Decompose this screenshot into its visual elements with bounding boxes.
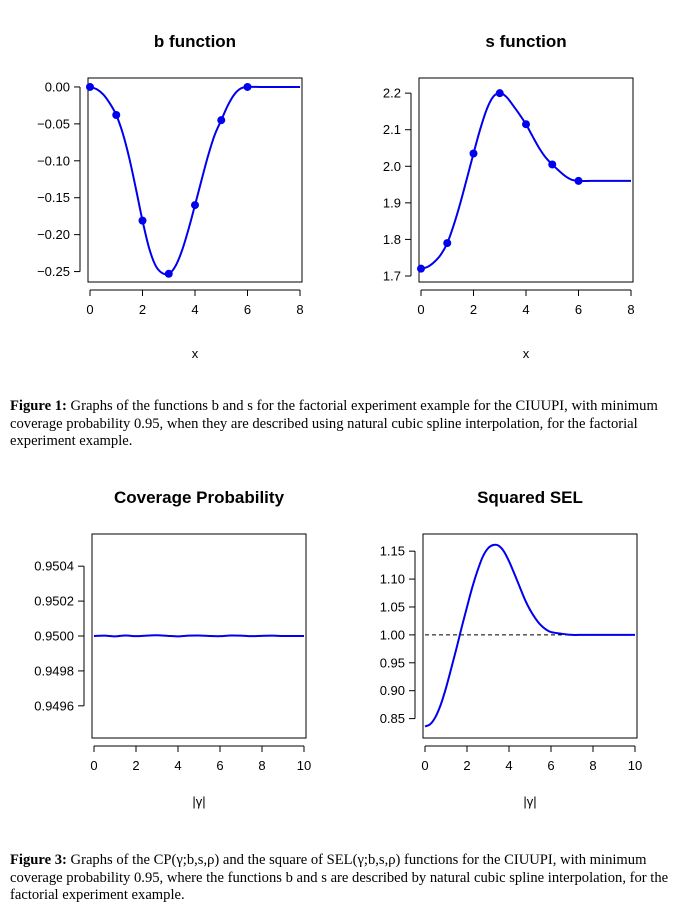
data-point (138, 216, 147, 225)
y-axis: 0.9496 0.9498 0.9500 0.9502 0.9504 (34, 559, 85, 713)
y-tick-label: 1.8 (383, 232, 401, 247)
y-tick-label: 1.00 (380, 627, 405, 642)
chart-title: Coverage Probability (114, 488, 285, 507)
data-point (522, 120, 530, 129)
y-tick-label: −0.15 (37, 190, 70, 205)
figure-3-caption: Figure 3: Graphs of the CP(γ;b,s,ρ) and … (10, 852, 680, 905)
y-tick-label: 2.0 (383, 159, 401, 174)
y-tick-label: −0.20 (37, 227, 70, 242)
x-tick-label: 6 (575, 302, 582, 317)
chart-title: Squared SEL (477, 488, 583, 507)
squared-sel-curve (424, 543, 635, 728)
data-point (243, 82, 252, 91)
data-point (548, 160, 557, 169)
y-axis: 0.00 −0.05 −0.10 −0.15 −0.20 −0.25 (37, 79, 81, 279)
squared-sel-panel: Squared SEL 0.85 0.90 0.95 1.00 1.05 1.10 1.15… (380, 488, 643, 809)
y-axis: 1.7 1.8 1.9 2.0 2.1 2.2 (383, 86, 412, 284)
x-tick-label: 6 (244, 302, 251, 317)
x-tick-label: 10 (297, 758, 311, 773)
caption-text: Graphs of the functions b and s for the … (10, 398, 658, 449)
y-tick-label: 0.9500 (34, 629, 74, 644)
x-tick-label: 4 (505, 758, 512, 773)
x-tick-label: 6 (216, 758, 223, 773)
x-tick-label: 4 (522, 302, 529, 317)
x-tick-label: 0 (421, 758, 428, 773)
y-axis: 0.85 0.90 0.95 1.00 1.05 1.10 1.15 (380, 544, 416, 726)
y-tick-label: 0.85 (380, 711, 405, 726)
y-tick-label: 0.90 (380, 683, 405, 698)
x-axis: 0 2 4 6 8 10 (421, 745, 642, 773)
y-tick-label: 0.9502 (34, 594, 74, 609)
data-point (164, 269, 173, 278)
y-tick-label: 2.1 (383, 122, 401, 137)
y-tick-label: 2.2 (383, 86, 401, 101)
x-tick-label: 8 (258, 758, 265, 773)
x-axis: 0 2 4 6 8 (86, 289, 304, 317)
b-curve (89, 85, 300, 276)
x-axis-label: |γ| (523, 794, 536, 809)
knot-points (417, 89, 583, 273)
chart-title: b function (154, 32, 236, 51)
x-axis-label: |γ| (192, 794, 205, 809)
y-tick-label: 1.05 (380, 599, 405, 614)
data-point (574, 176, 583, 185)
caption-label: Figure 1: (10, 398, 67, 414)
x-tick-label: 2 (132, 758, 139, 773)
plot-frame (91, 533, 307, 739)
data-point (495, 89, 504, 98)
coverage-probability-panel: Coverage Probability 0.94960.94980.95000… (34, 488, 311, 809)
y-tick-label: −0.05 (37, 116, 70, 131)
caption-text: Graphs of the CP(γ;b,s,ρ) and the square… (10, 852, 669, 903)
x-tick-label: 0 (417, 302, 424, 317)
y-tick-label: 1.15 (380, 544, 405, 559)
x-axis: 0 2 4 6 8 10 (90, 745, 311, 773)
x-tick-label: 2 (470, 302, 477, 317)
y-tick-label: 1.10 (380, 572, 405, 587)
data-point (191, 201, 199, 210)
x-tick-label: 6 (547, 758, 554, 773)
plot-frame (418, 77, 634, 283)
figure-1-caption: Figure 1: Graphs of the functions b and … (10, 398, 680, 451)
y-tick-label: −0.25 (37, 264, 70, 279)
s-function-panel: s function 1.7 1.8 1.9 2.0 2.1 2.2 0 2 4 6 8 x (383, 32, 635, 361)
x-tick-label: 8 (296, 302, 303, 317)
caption-label: Figure 3: (10, 852, 67, 868)
y-tick-label: 0.00 (45, 79, 70, 94)
knot-points (86, 82, 252, 278)
data-point (469, 149, 478, 158)
y-tick-label: 0.95 (380, 655, 405, 670)
x-tick-label: 2 (139, 302, 146, 317)
x-axis-label: x (523, 346, 530, 361)
data-point (443, 239, 452, 248)
y-tick-label: −0.10 (37, 153, 70, 168)
x-tick-label: 8 (589, 758, 596, 773)
b-function-panel: b function 0.00 −0.05 −0.10 −0.15 −0.20 −0.25… (37, 32, 304, 361)
x-axis-label: x (192, 346, 199, 361)
y-tick-label: 0.9504 (34, 559, 74, 574)
plot-frame (87, 77, 303, 283)
x-tick-label: 0 (90, 758, 97, 773)
data-point (86, 82, 94, 91)
x-tick-label: 4 (191, 302, 198, 317)
x-tick-label: 4 (174, 758, 181, 773)
x-tick-label: 0 (86, 302, 93, 317)
x-tick-label: 8 (627, 302, 634, 317)
y-tick-label: 0.9498 (34, 663, 74, 678)
data-point (112, 111, 121, 120)
s-curve (420, 92, 631, 270)
data-point (217, 116, 226, 125)
x-tick-label: 2 (463, 758, 470, 773)
y-tick-label: 1.7 (383, 269, 401, 284)
data-point (417, 264, 425, 273)
plot-frame (422, 533, 638, 739)
x-axis: 0 2 4 6 8 (417, 289, 635, 317)
y-tick-label: 1.9 (383, 195, 401, 210)
coverage-probability-curve (93, 634, 304, 638)
x-tick-label: 10 (628, 758, 642, 773)
chart-title: s function (485, 32, 566, 51)
y-tick-label: 0.9496 (34, 698, 74, 713)
